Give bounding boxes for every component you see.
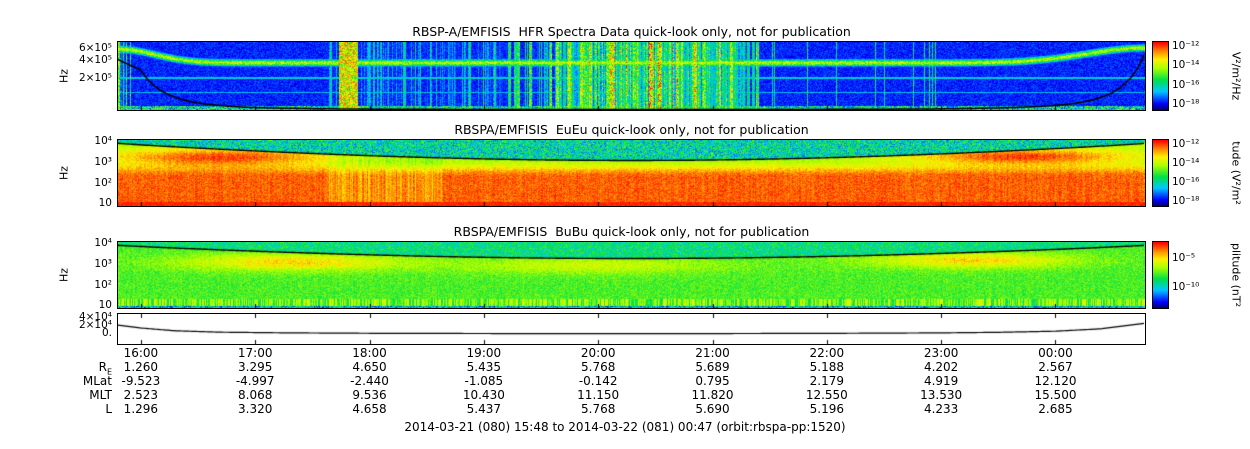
colorbar-tick-label: 10⁻¹⁶ xyxy=(1172,79,1200,92)
ephemeris-value: 12.550 xyxy=(805,388,848,402)
colorbar2-unit-label: tude (V²/m² xyxy=(1229,141,1243,205)
colorbar-tick-label: 10⁻¹⁸ xyxy=(1172,98,1200,111)
ephemeris-value: -2.440 xyxy=(350,374,389,388)
y-tick-label: 10 xyxy=(98,299,112,312)
ephemeris-value: 11.820 xyxy=(691,388,734,402)
y-tick-label: 2×10⁴ xyxy=(78,319,112,332)
colorbar-3-canvas xyxy=(1153,242,1168,308)
ephemeris-value: -1.085 xyxy=(464,374,504,388)
y-tick-label: 10⁴ xyxy=(94,135,112,148)
ephemeris-value: -9.523 xyxy=(121,374,161,388)
ephemeris-value: 4.650 xyxy=(352,360,387,374)
ephemeris-value: -4.997 xyxy=(235,374,275,388)
ephemeris-value: 10.430 xyxy=(462,388,505,402)
colorbar1-unit-label: V²/m²/Hz xyxy=(1229,51,1243,101)
ephemeris-value: 5.437 xyxy=(466,402,502,416)
time-axis-label: 21:00 xyxy=(695,346,730,360)
ephemeris-value: 5.689 xyxy=(695,360,730,374)
time-axis-label: 18:00 xyxy=(352,346,387,360)
bubu-spectrogram-panel xyxy=(117,241,1146,309)
ephemeris-value: 5.768 xyxy=(580,360,616,374)
y-tick-label: 10² xyxy=(94,177,112,190)
y-tick-label: 10 xyxy=(98,197,112,210)
y-tick-label: 2×10⁵ xyxy=(78,72,112,85)
ephemeris-value: 5.435 xyxy=(466,360,502,374)
ephemeris-value: 4.233 xyxy=(923,402,959,416)
ephemeris-value: 3.295 xyxy=(238,360,273,374)
colorbar-3 xyxy=(1152,241,1169,309)
eueu-spectrogram-canvas xyxy=(118,140,1145,206)
ephemeris-value: 2.523 xyxy=(123,388,159,402)
ephemeris-value: 15.500 xyxy=(1034,388,1077,402)
ephemeris-value: 5.690 xyxy=(695,402,730,416)
ephemeris-value: 8.068 xyxy=(238,388,273,402)
time-axis-label: 19:00 xyxy=(466,346,502,360)
colorbar-tick-label: 10⁻¹⁸ xyxy=(1172,195,1200,208)
y-tick-label: 4×10⁵ xyxy=(78,54,112,67)
frequency-line-canvas xyxy=(118,314,1145,344)
colorbar-tick-label: 10⁻¹⁴ xyxy=(1172,157,1200,170)
ephemeris-value: 2.567 xyxy=(1038,360,1073,374)
ephemeris-value: 1.260 xyxy=(123,360,159,374)
time-axis-label: 00:00 xyxy=(1038,346,1073,360)
ephemeris-value: 3.320 xyxy=(238,402,273,416)
ephemeris-value: 9.536 xyxy=(352,388,387,402)
ephemeris-row-label: L xyxy=(105,402,112,416)
hfr-spectrogram-panel xyxy=(117,41,1146,111)
colorbar-2 xyxy=(1152,139,1169,207)
ephemeris-value: 4.658 xyxy=(352,402,387,416)
ephemeris-value: 4.202 xyxy=(923,360,959,374)
ephemeris-value: -0.142 xyxy=(578,374,618,388)
colorbar3-unit-label: plitude (nT² xyxy=(1229,242,1243,308)
colorbar-tick-label: 10⁻¹⁴ xyxy=(1172,59,1200,72)
colorbar-tick-label: 10⁻¹² xyxy=(1172,40,1200,53)
y-tick-label: 10² xyxy=(94,279,112,292)
time-axis-label: 23:00 xyxy=(923,346,959,360)
ephemeris-value: 5.196 xyxy=(809,402,844,416)
colorbar-tick-label: 10⁻¹⁰ xyxy=(1172,281,1200,294)
colorbar-tick-label: 10⁻⁵ xyxy=(1172,252,1196,265)
colorbar-tick-label: 10⁻¹² xyxy=(1172,138,1200,151)
ephemeris-value: 1.296 xyxy=(123,402,159,416)
y-tick-label: 10⁴ xyxy=(94,237,112,250)
y-tick-label: 4×10⁴ xyxy=(78,311,112,324)
colorbar-1 xyxy=(1152,41,1169,111)
time-range-caption: 2014-03-21 (080) 15:48 to 2014-03-22 (08… xyxy=(404,420,846,434)
panel2-title: RBSPA/EMFISIS EuEu quick-look only, not … xyxy=(454,122,809,137)
y-tick-label: 10³ xyxy=(94,258,112,271)
ephemeris-row-label: MLT xyxy=(89,388,112,402)
ephemeris-value: 2.179 xyxy=(809,374,844,388)
time-axis-label: 20:00 xyxy=(580,346,616,360)
time-axis-label: 16:00 xyxy=(123,346,159,360)
colorbar-tick-label: 10⁻¹⁶ xyxy=(1172,176,1200,189)
panel3-title: RBSPA/EMFISIS BuBu quick-look only, not … xyxy=(453,224,810,239)
eueu-spectrogram-panel xyxy=(117,139,1146,207)
hfr-spectrogram-canvas xyxy=(118,42,1145,110)
ephemeris-value: 5.768 xyxy=(580,402,616,416)
y-tick-label: 0. xyxy=(101,327,112,340)
ephemeris-value: 0.795 xyxy=(695,374,730,388)
ephemeris-value: 5.188 xyxy=(809,360,844,374)
ephemeris-value: 12.120 xyxy=(1034,374,1077,388)
y-tick-label: 10³ xyxy=(94,156,112,169)
colorbar-1-canvas xyxy=(1153,42,1168,110)
bubu-spectrogram-canvas xyxy=(118,242,1145,308)
time-axis-label: 22:00 xyxy=(809,346,845,360)
ephemeris-value: 11.150 xyxy=(577,388,620,402)
ephemeris-row-label: RE xyxy=(98,360,112,377)
ephemeris-value: 13.530 xyxy=(920,388,963,402)
time-axis-label: 17:00 xyxy=(237,346,273,360)
y-tick-label: 6×10⁵ xyxy=(78,42,112,55)
panel1-title: RBSP-A/EMFISIS HFR Spectra Data quick-lo… xyxy=(412,24,851,39)
colorbar-2-canvas xyxy=(1153,140,1168,206)
ephemeris-value: 2.685 xyxy=(1038,402,1073,416)
frequency-line-panel xyxy=(117,313,1146,345)
ephemeris-value: 4.919 xyxy=(923,374,959,388)
ephemeris-row-label: MLat xyxy=(82,374,112,388)
